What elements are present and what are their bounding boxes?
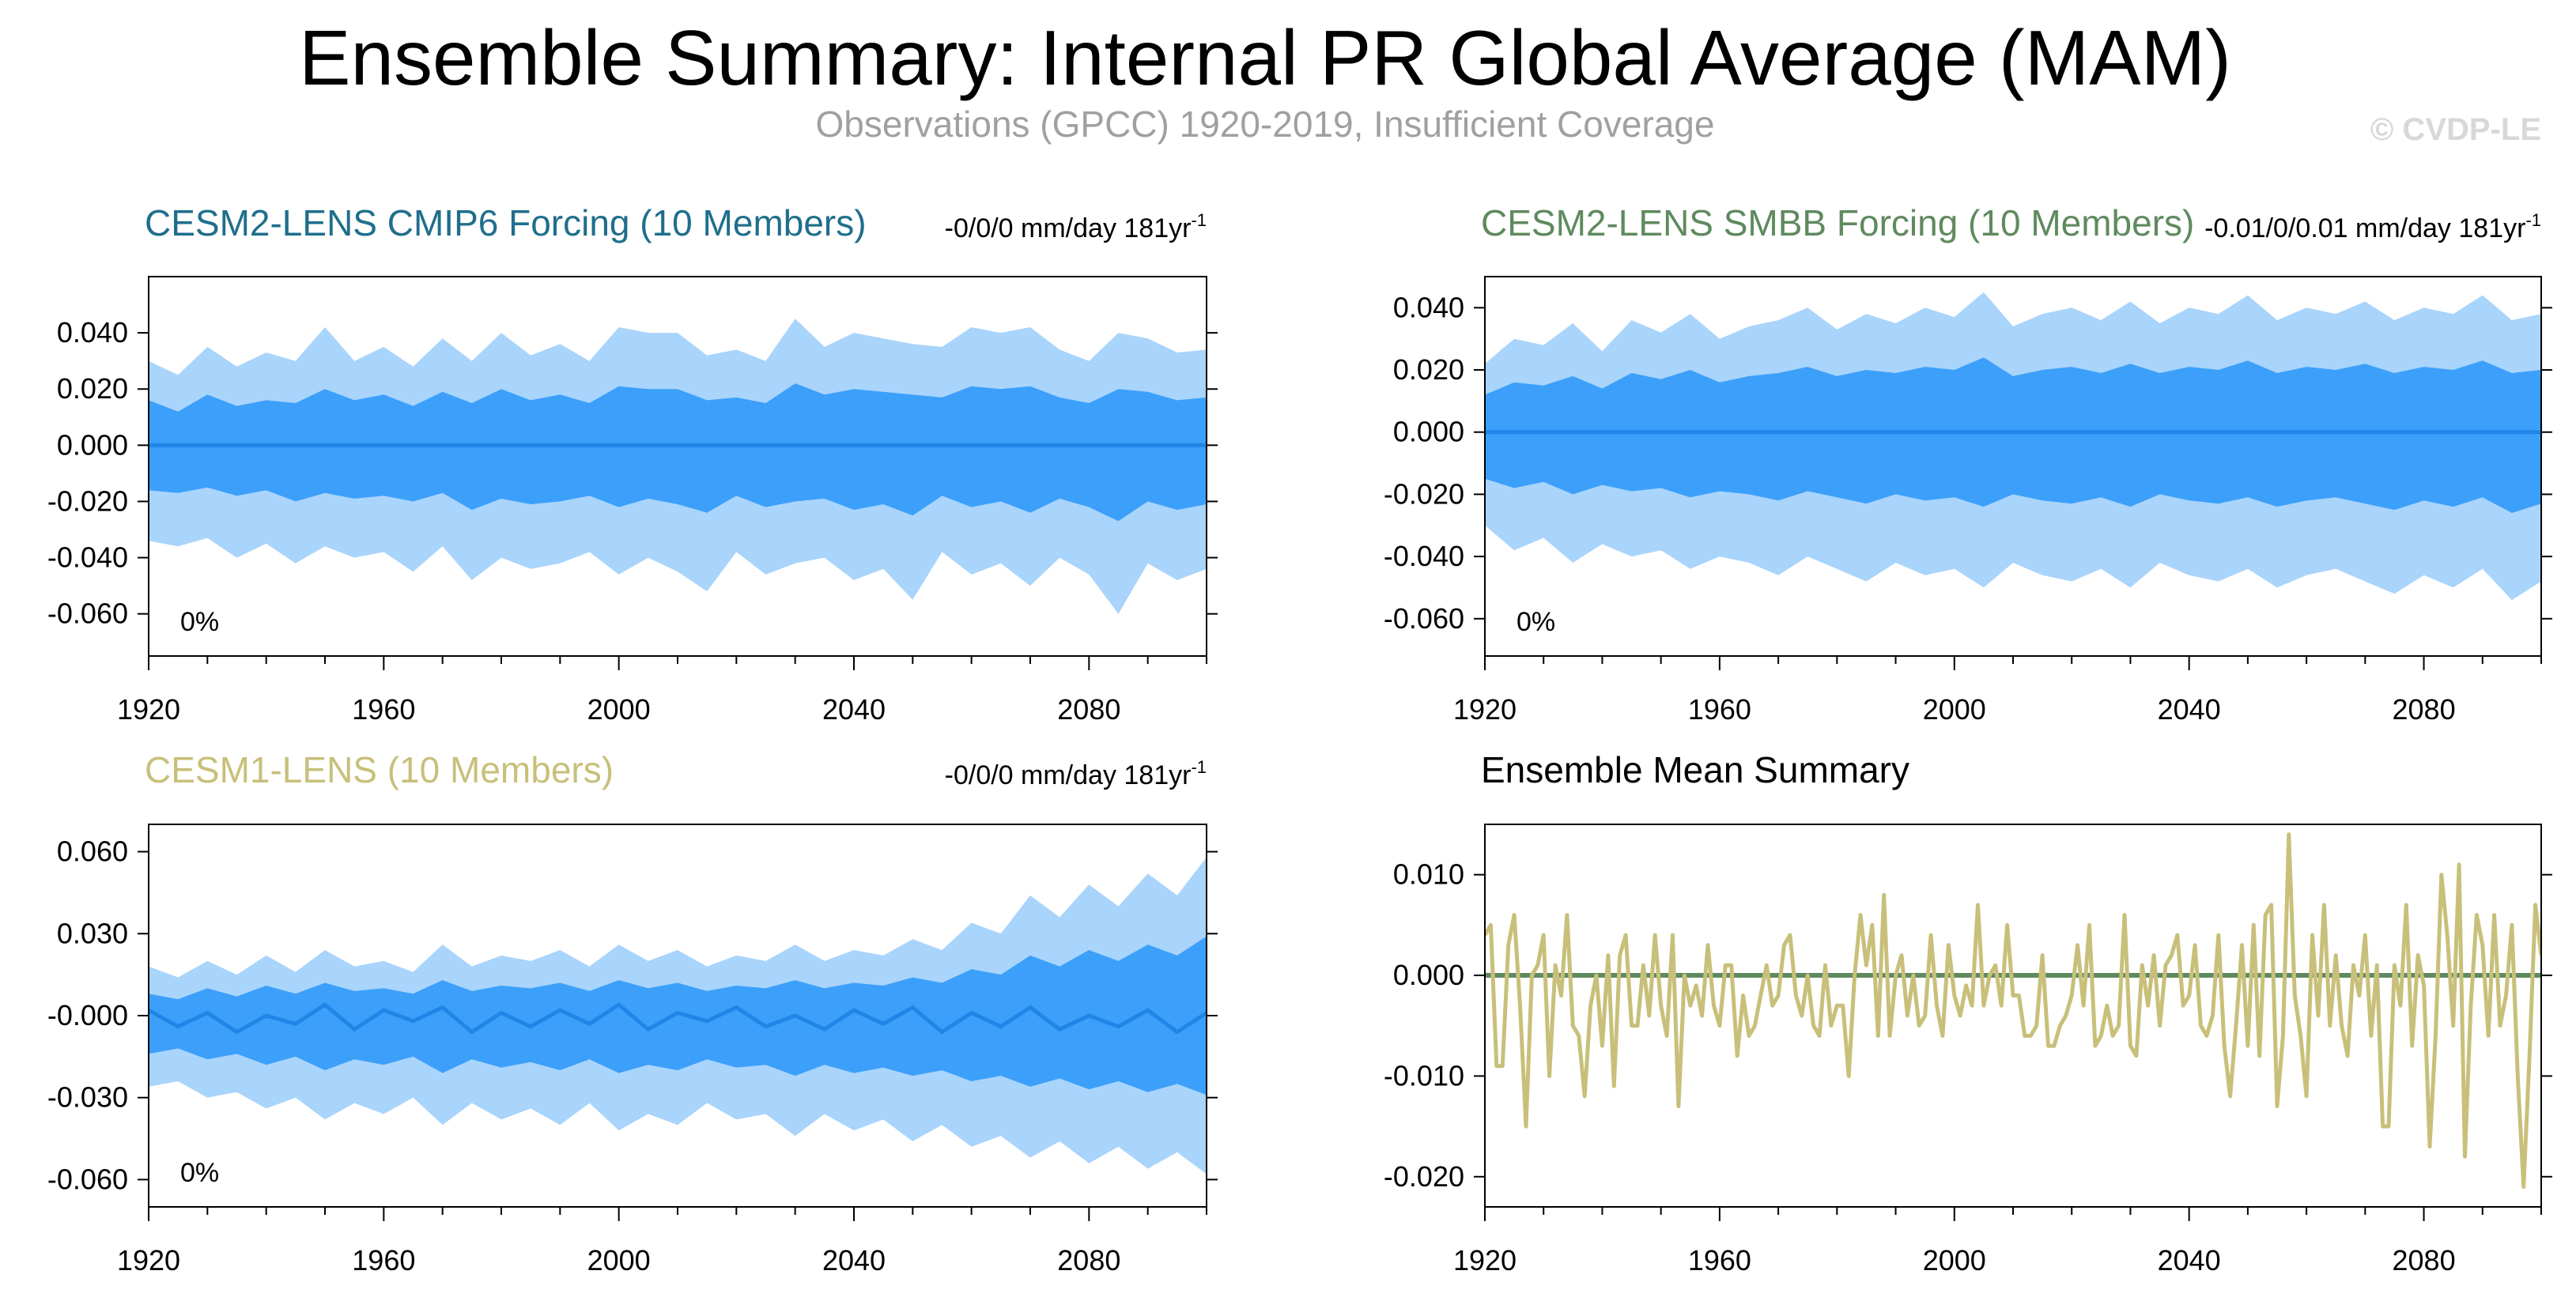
panel-title: CESM1-LENS (10 Members) — [145, 749, 614, 790]
x-tick-label: 1960 — [1688, 1244, 1751, 1276]
percent-label: 0% — [180, 1158, 219, 1188]
x-tick-label: 1920 — [117, 1244, 180, 1276]
y-tick-label: 0.020 — [1393, 353, 1464, 386]
stat-value: -0/0/0 mm/day 181yr — [945, 213, 1192, 243]
x-tick-label: 2080 — [1057, 1244, 1120, 1276]
percent-label: 0% — [1517, 607, 1555, 637]
panel-title: CESM2-LENS CMIP6 Forcing (10 Members) — [145, 202, 867, 243]
y-tick-label: 0.000 — [57, 428, 128, 461]
panel-stat-label: -0/0/0 mm/day 181yr-1 — [945, 757, 1207, 790]
y-tick-label: -0.040 — [1384, 540, 1464, 572]
y-tick-label: 0.040 — [57, 316, 128, 349]
y-tick-label: -0.020 — [1384, 477, 1464, 510]
plot-area — [1485, 832, 2541, 1189]
x-tick-label: 1920 — [117, 693, 180, 726]
panel-stat-label: -0.01/0/0.01 mm/day 181yr-1 — [2204, 210, 2541, 243]
x-tick-label: 2040 — [2158, 693, 2221, 726]
y-tick-label: -0.040 — [47, 541, 128, 574]
page-title: Ensemble Summary: Internal PR Global Ave… — [299, 14, 2231, 101]
x-tick-label: 1920 — [1453, 1244, 1517, 1276]
ensemble-mean-line — [149, 1002, 1207, 1035]
plot-frame — [1484, 824, 2542, 1208]
stat-superscript: -1 — [1191, 757, 1207, 777]
inner-band — [149, 383, 1207, 522]
percent-label: 0% — [180, 607, 219, 637]
stat-superscript: -1 — [1191, 210, 1207, 230]
y-tick-label: 0.020 — [57, 372, 128, 405]
x-tick-label: 2080 — [1057, 693, 1120, 726]
ensemble-mean-series-line — [1485, 832, 2541, 1189]
x-tick-label: 2040 — [822, 1244, 886, 1276]
y-tick-label: -0.060 — [47, 1163, 128, 1195]
page-subtitle: Observations (GPCC) 1920-2019, Insuffici… — [815, 104, 1715, 145]
x-tick-label: 2080 — [2393, 693, 2456, 726]
y-tick-label: -0.000 — [47, 999, 128, 1031]
x-tick-label: 2000 — [587, 1244, 651, 1276]
copyright-label: © CVDP-LE — [2370, 112, 2541, 147]
stat-value: -0.01/0/0.01 mm/day 181yr — [2204, 213, 2525, 243]
panel-title: Ensemble Mean Summary — [1481, 749, 1909, 790]
inner-band — [149, 936, 1207, 1095]
chart-panel-smbb: CESM2-LENS SMBB Forcing (10 Members) -0.0… — [1384, 202, 2552, 726]
y-tick-label: -0.030 — [47, 1081, 128, 1114]
plot-area — [149, 319, 1207, 614]
y-tick-label: -0.060 — [47, 598, 128, 630]
y-tick-label: 0.000 — [1393, 959, 1464, 991]
chart-panel-summary: Ensemble Mean Summary 0.010 0.000 -0.010 -0.… — [1384, 749, 2552, 1276]
y-tick-label: -0.020 — [1384, 1160, 1464, 1193]
y-tick-label: -0.020 — [47, 484, 128, 517]
x-tick-label: 2040 — [822, 693, 886, 726]
x-tick-label: 2080 — [2393, 1244, 2456, 1276]
panel-title: CESM2-LENS SMBB Forcing (10 Members) — [1481, 202, 2194, 243]
y-tick-label: 0.040 — [1393, 291, 1464, 323]
y-tick-label: 0.000 — [1393, 416, 1464, 448]
x-tick-label: 1960 — [352, 1244, 415, 1276]
x-tick-label: 2000 — [1923, 693, 1986, 726]
x-tick-label: 1960 — [1688, 693, 1751, 726]
y-tick-label: 0.030 — [57, 917, 128, 949]
chart-panel-cmip6: CESM2-LENS CMIP6 Forcing (10 Members) -0/… — [47, 202, 1218, 726]
y-tick-label: 0.060 — [57, 835, 128, 868]
plot-area — [1485, 292, 2541, 601]
chart-panel-cesm1: CESM1-LENS (10 Members) -0/0/0 mm/day 181… — [47, 749, 1218, 1276]
x-tick-label: 1960 — [352, 693, 415, 726]
x-tick-label: 2040 — [2158, 1244, 2221, 1276]
y-tick-label: -0.010 — [1384, 1059, 1464, 1092]
y-tick-label: 0.010 — [1393, 858, 1464, 891]
inner-band — [1485, 357, 2541, 513]
x-tick-label: 2000 — [587, 693, 651, 726]
y-tick-label: -0.060 — [1384, 602, 1464, 635]
panel-stat-label: -0/0/0 mm/day 181yr-1 — [945, 210, 1207, 243]
plot-area — [149, 857, 1207, 1174]
x-tick-label: 1920 — [1453, 693, 1517, 726]
x-tick-label: 2000 — [1923, 1244, 1986, 1276]
stat-superscript: -1 — [2525, 210, 2541, 230]
stat-value: -0/0/0 mm/day 181yr — [945, 760, 1192, 790]
